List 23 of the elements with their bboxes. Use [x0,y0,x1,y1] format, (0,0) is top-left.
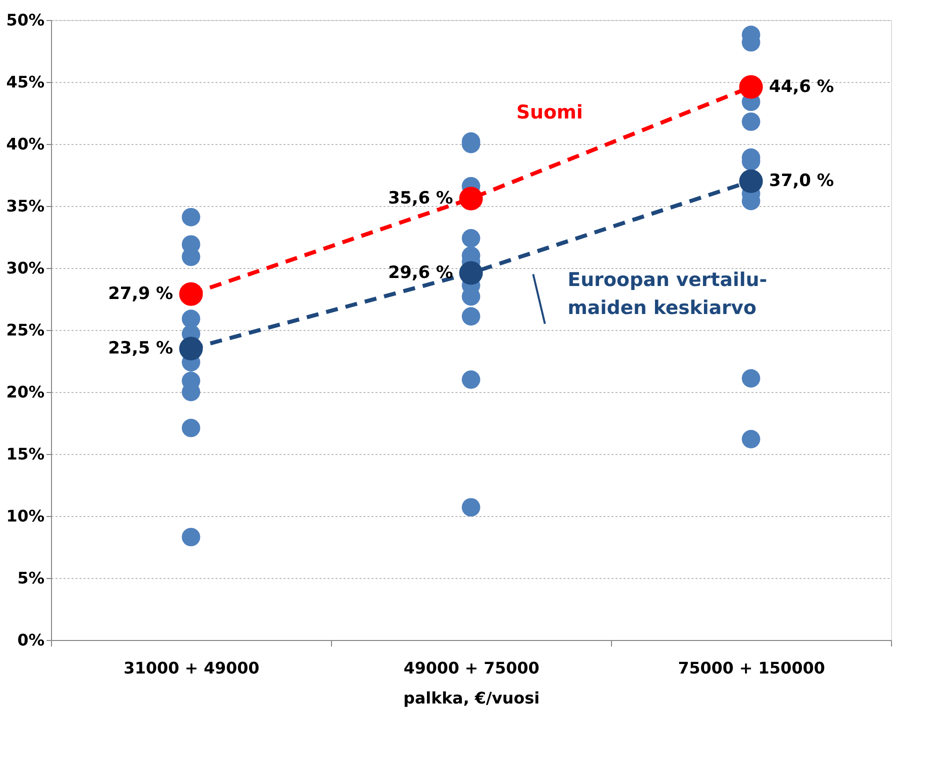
y-tick-label: 30% [6,258,44,278]
data-label: 37,0 % [769,171,834,192]
y-tick-label: 25% [6,320,44,340]
y-tick-label: 20% [6,382,44,402]
y-tick-label: 0% [17,630,44,650]
x-tick-label: 31000 + 49000 [124,658,260,678]
y-tick-label: 10% [6,506,44,526]
y-tick-label: 35% [6,196,44,216]
data-label: 27,9 % [108,284,173,304]
y-tick-label: 5% [17,568,44,588]
x-axis-title: palkka, €/vuosi [403,688,540,708]
y-tick-label: 15% [6,444,44,464]
x-tick-label: 49000 + 75000 [404,658,540,678]
y-tick-label: 40% [6,134,44,154]
data-label: 23,5 % [108,338,173,359]
data-label: 44,6 % [769,76,834,97]
y-tick-label: 50% [6,10,44,30]
series-label: Suomi [516,102,583,124]
series-label: Euroopan vertailu- maiden keskiarvo [568,269,768,320]
data-label: 29,6 % [388,262,453,283]
y-tick-label: 45% [6,72,44,92]
x-tick-label: 75000 + 150000 [678,658,826,678]
data-label: 35,6 % [388,188,453,209]
